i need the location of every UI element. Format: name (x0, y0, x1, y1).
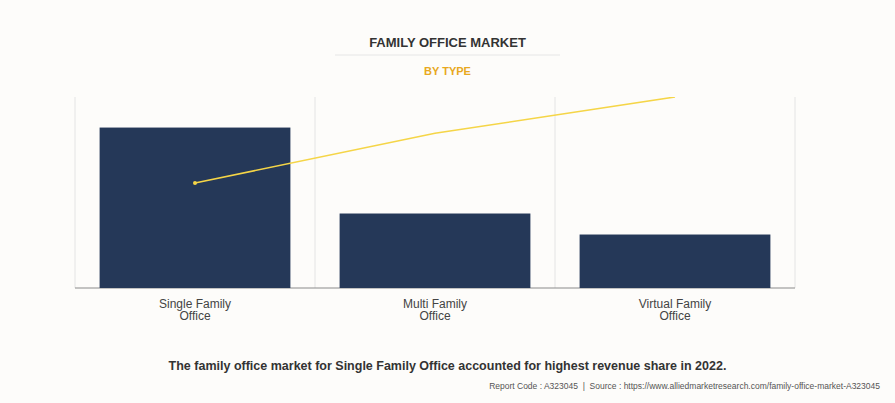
title-rule (335, 55, 560, 56)
category-label-line: Office (179, 309, 210, 323)
category-separator (795, 97, 796, 288)
category-label-line: Office (419, 309, 450, 323)
y-axis-line (75, 97, 76, 288)
category-separator (315, 97, 316, 288)
bar (100, 128, 291, 288)
source: Report Code : A323045 | Source : https:/… (489, 381, 880, 391)
line-point (193, 181, 197, 185)
category-label-line: Office (659, 309, 690, 323)
bar (340, 214, 531, 288)
marks (100, 97, 771, 288)
title: FAMILY OFFICE MARKET (369, 35, 526, 50)
bar (580, 235, 771, 288)
subtitle: BY TYPE (424, 65, 471, 77)
line (195, 97, 675, 183)
chart: FAMILY OFFICE MARKET BY TYPE Single Family… (0, 0, 895, 403)
category-label: Single FamilyOffice (159, 297, 231, 323)
category-separator (555, 97, 556, 288)
category-label: Virtual FamilyOffice (639, 297, 711, 323)
category-label: Multi FamilyOffice (403, 297, 467, 323)
caption: The family office market for Single Fami… (169, 359, 727, 373)
